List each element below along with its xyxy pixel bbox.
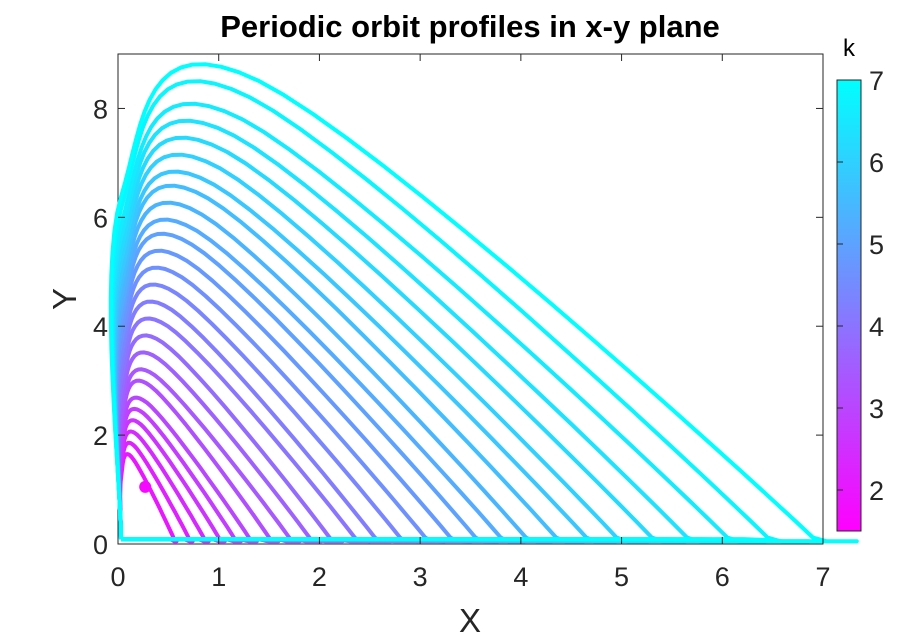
colorbar-tick-label: 3: [869, 394, 884, 424]
x-tick-label: 5: [614, 562, 629, 592]
x-axis-label: X: [459, 602, 481, 639]
x-axis-ticks: 0 1 2 3 4 5 6 7: [110, 54, 831, 592]
y-tick-label: 6: [93, 203, 108, 233]
y-tick-label: 2: [93, 421, 108, 451]
orbit-curves: [108, 62, 859, 544]
x-tick-label: 2: [312, 562, 327, 592]
colorbar: [836, 79, 862, 532]
orbit-curve: [116, 378, 281, 544]
x-tick-label: 4: [513, 562, 528, 592]
chart-title: Periodic orbit profiles in x-y plane: [220, 9, 720, 44]
orbit-curve: [109, 79, 811, 544]
orbit-curve: [110, 118, 725, 544]
orbit-curve: [108, 62, 859, 544]
y-tick-label: 4: [93, 312, 108, 342]
x-tick-label: 6: [715, 562, 730, 592]
y-axis-ticks: 0 2 4 6 8: [93, 94, 823, 560]
colorbar-tick-label: 5: [869, 230, 884, 260]
x-tick-label: 3: [413, 562, 428, 592]
y-tick-label: 0: [93, 530, 108, 560]
colorbar-label: k: [843, 35, 856, 62]
x-tick-label: 1: [211, 562, 226, 592]
colorbar-tick-label: 6: [869, 148, 884, 178]
equilibrium-point: [139, 480, 152, 493]
colorbar-ticks: 2 3 4 5 6 7: [837, 66, 884, 506]
colorbar-tick-label: 7: [869, 66, 884, 96]
y-axis-label: Y: [46, 288, 83, 310]
colorbar-tick-label: 4: [869, 312, 884, 342]
orbit-curve: [117, 429, 211, 544]
x-tick-label: 0: [110, 562, 125, 592]
colorbar-tick-label: 2: [869, 476, 884, 506]
x-tick-label: 7: [815, 562, 830, 592]
y-tick-label: 8: [93, 94, 108, 124]
